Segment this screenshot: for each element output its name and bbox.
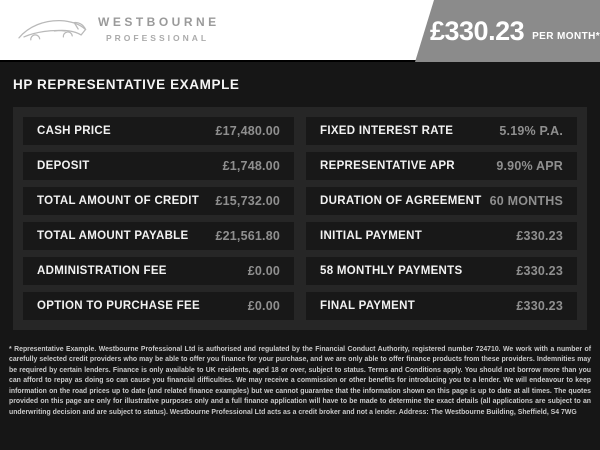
table-row: FINAL PAYMENT £330.23	[306, 292, 577, 320]
car-sketch-icon	[16, 9, 90, 49]
row-value: 5.19% P.A.	[499, 124, 563, 138]
table-row: TOTAL AMOUNT OF CREDIT £15,732.00	[23, 187, 294, 215]
row-label: CASH PRICE	[37, 125, 111, 137]
table-row: FIXED INTEREST RATE 5.19% P.A.	[306, 117, 577, 145]
row-label: FINAL PAYMENT	[320, 300, 416, 312]
page-title: HP REPRESENTATIVE EXAMPLE	[13, 77, 240, 92]
row-label: TOTAL AMOUNT PAYABLE	[37, 230, 189, 242]
finance-table-panel: CASH PRICE £17,480.00 DEPOSIT £1,748.00 …	[13, 107, 587, 330]
row-value: 9.90% APR	[496, 159, 563, 173]
row-label: REPRESENTATIVE APR	[320, 160, 455, 172]
row-value: £0.00	[247, 299, 280, 313]
row-value: £0.00	[247, 264, 280, 278]
row-label: OPTION TO PURCHASE FEE	[37, 300, 200, 312]
brand-subtitle: PROFESSIONAL	[106, 33, 210, 43]
site-header: WESTBOURNE PROFESSIONAL £330.23 PER MONT…	[0, 0, 600, 62]
row-value: £21,561.80	[215, 229, 280, 243]
row-value: £330.23	[516, 299, 563, 313]
row-label: DURATION OF AGREEMENT	[320, 195, 482, 207]
table-row: DURATION OF AGREEMENT 60 MONTHS	[306, 187, 577, 215]
table-row: ADMINISTRATION FEE £0.00	[23, 257, 294, 285]
monthly-price-suffix: PER MONTH*	[532, 31, 600, 42]
table-row: INITIAL PAYMENT £330.23	[306, 222, 577, 250]
row-label: 58 MONTHLY PAYMENTS	[320, 265, 463, 277]
row-label: ADMINISTRATION FEE	[37, 265, 167, 277]
table-row: 58 MONTHLY PAYMENTS £330.23	[306, 257, 577, 285]
row-label: DEPOSIT	[37, 160, 90, 172]
finance-table-right-column: FIXED INTEREST RATE 5.19% P.A. REPRESENT…	[306, 117, 577, 320]
finance-example-section: HP REPRESENTATIVE EXAMPLE CASH PRICE £17…	[0, 62, 600, 448]
brand-wordmark: WESTBOURNE PROFESSIONAL	[98, 15, 220, 43]
legal-disclaimer: * Representative Example. Westbourne Pro…	[9, 346, 591, 416]
row-value: £330.23	[516, 229, 563, 243]
row-value: £17,480.00	[215, 124, 280, 138]
row-label: FIXED INTEREST RATE	[320, 125, 454, 137]
table-row: REPRESENTATIVE APR 9.90% APR	[306, 152, 577, 180]
table-row: DEPOSIT £1,748.00	[23, 152, 294, 180]
brand-name: WESTBOURNE	[98, 15, 220, 29]
row-value: £1,748.00	[222, 159, 280, 173]
table-row: TOTAL AMOUNT PAYABLE £21,561.80	[23, 222, 294, 250]
row-label: TOTAL AMOUNT OF CREDIT	[37, 195, 200, 207]
row-value: £15,732.00	[215, 194, 280, 208]
row-label: INITIAL PAYMENT	[320, 230, 423, 242]
brand-logo[interactable]: WESTBOURNE PROFESSIONAL	[16, 9, 220, 49]
monthly-price: £330.23	[430, 15, 525, 46]
row-value: £330.23	[516, 264, 563, 278]
table-row: CASH PRICE £17,480.00	[23, 117, 294, 145]
table-row: OPTION TO PURCHASE FEE £0.00	[23, 292, 294, 320]
monthly-price-ribbon: £330.23 PER MONTH*	[415, 0, 600, 62]
row-value: 60 MONTHS	[489, 194, 563, 208]
finance-table-left-column: CASH PRICE £17,480.00 DEPOSIT £1,748.00 …	[23, 117, 294, 320]
